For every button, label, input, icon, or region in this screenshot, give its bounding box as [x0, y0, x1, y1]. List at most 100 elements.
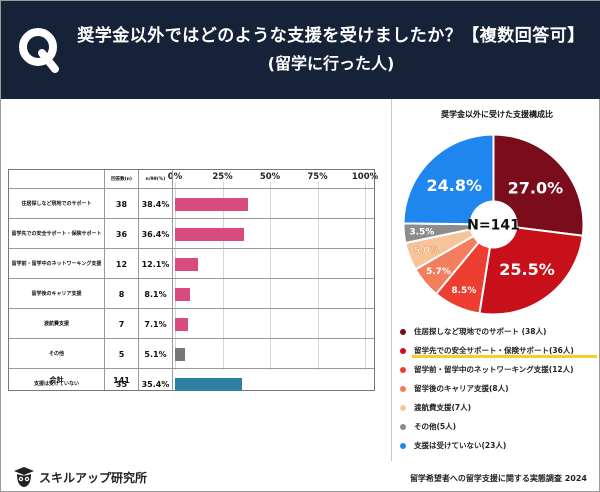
- row-category-label: 支援は受けていない: [33, 380, 79, 387]
- pie-chart: N=141 27.0% 25.5% 8.5%5.7% 5.0% 3.5% 24.8%: [402, 133, 585, 316]
- gridline: [222, 182, 224, 370]
- pie-center-label: N=141: [467, 218, 520, 234]
- x-tick-label: 75%: [307, 172, 328, 182]
- gridline: [365, 182, 366, 370]
- col-divider-3: [172, 170, 173, 390]
- count-column-header: 回答数(n): [111, 177, 132, 182]
- brand-logo: スキルアップ研究所: [13, 466, 147, 488]
- table-row: その他 5 5.1%: [9, 338, 374, 368]
- table-row: 留学後のキャリア支援 8 8.1%: [9, 278, 374, 308]
- legend-item: 留学前・留学中のネットワーキング支援(12人): [400, 360, 574, 379]
- q-logo: [15, 23, 63, 75]
- q-letter-icon: [19, 28, 59, 73]
- legend-highlight-underline: [412, 355, 597, 358]
- bar: [175, 317, 189, 331]
- bar: [175, 287, 191, 301]
- row-percent: 5.1%: [144, 349, 167, 359]
- legend-swatch: [400, 442, 406, 449]
- row-count: 36: [115, 229, 128, 239]
- row-percent: 7.1%: [144, 319, 167, 329]
- row-percent: 35.4%: [141, 379, 170, 389]
- legend-item: 渡航費支援(7人): [400, 398, 574, 417]
- legend-item: 支援は受けていない(23人): [400, 436, 574, 455]
- table-row: 渡航費支援 7 7.1%: [9, 308, 374, 338]
- pie-slice-label: 27.0%: [508, 179, 564, 198]
- row-category-label: その他: [48, 350, 64, 357]
- row-category-label: 渡航費支援: [43, 320, 69, 327]
- pie-slice-label: 3.5%: [409, 228, 434, 238]
- table-row: 留学前・留学中のネットワーキング支援 12 12.1%: [9, 248, 374, 278]
- legend-swatch: [400, 347, 406, 354]
- panel-divider: [391, 99, 392, 461]
- legend-label: その他(5人): [414, 422, 457, 431]
- x-tick-label: 25%: [212, 172, 233, 182]
- pie-slice-label: 24.8%: [427, 176, 483, 195]
- legend-swatch: [400, 423, 406, 430]
- pie-center-hole: [469, 200, 518, 249]
- source-note: 留学希望者への留学支援に関する実態調査 2024: [409, 474, 587, 483]
- legend-label: 渡航費支援(7人): [414, 403, 472, 412]
- row-count: 8: [118, 289, 125, 299]
- bar: [175, 227, 245, 241]
- table-row: 住居探しなど現地でのサポート 38 38.4%: [9, 188, 374, 218]
- legend-swatch: [400, 404, 406, 411]
- row-count: 12: [115, 259, 128, 269]
- legend-item: 住居探しなど現地でのサポート (38人): [400, 322, 574, 341]
- pie-slice-label: 25.5%: [499, 260, 555, 279]
- legend-label: 留学後のキャリア支援(8人): [414, 384, 509, 393]
- legend-swatch: [400, 366, 406, 373]
- bar: [175, 347, 185, 361]
- legend-item: 留学後のキャリア支援(8人): [400, 379, 574, 398]
- legend-label: 支援は受けていない(23人): [414, 441, 507, 450]
- percent-column-header: n/99(%): [145, 176, 166, 182]
- bar: [175, 257, 198, 271]
- row-percent: 36.4%: [141, 229, 170, 239]
- legend-label: 留学前・留学中のネットワーキング支援(12人): [414, 365, 574, 374]
- x-tick-label: 100%: [351, 172, 379, 182]
- col-divider-1: [104, 170, 105, 390]
- row-category-label: 留学先での安全サポート・保険サポート: [11, 230, 102, 237]
- row-category-label: 留学前・留学中のネットワーキング支援: [11, 260, 102, 267]
- legend-label: 住居探しなど現地でのサポート (38人): [414, 327, 547, 336]
- legend-swatch: [400, 385, 406, 392]
- bar: [175, 377, 243, 391]
- gridline: [175, 182, 176, 370]
- pie-slice: [492, 133, 585, 237]
- legend-swatch: [400, 328, 406, 335]
- row-count: 5: [118, 349, 125, 359]
- x-tick-label: 0%: [167, 172, 183, 182]
- table-row: 留学先での安全サポート・保険サポート 36 36.4%: [9, 218, 374, 248]
- row-count: 7: [118, 319, 125, 329]
- pie-slice-label: 8.5%: [451, 286, 476, 296]
- total-row: 合計 141: [9, 368, 374, 390]
- pie-title: 奨学金以外に受けた支援構成比: [441, 110, 553, 119]
- data-table: 回答数(n) n/99(%) 0% 25% 50% 75% 100% 住居探しなど現地で…: [8, 169, 379, 391]
- row-percent: 8.1%: [144, 289, 167, 299]
- col-divider-2: [138, 170, 139, 390]
- pie-slice: [402, 133, 495, 226]
- pie-slice-label: 5.7%: [426, 267, 451, 277]
- gridline: [317, 182, 319, 370]
- pie-slice-label: 5.0%: [414, 246, 439, 256]
- row-count: 35: [115, 379, 128, 389]
- row-category-label: 留学後のキャリア支援: [31, 290, 82, 297]
- owl-mortarboard-icon: [14, 467, 34, 487]
- row-category-label: 住居探しなど現地でのサポート: [21, 200, 92, 207]
- total-value: 141: [113, 375, 130, 385]
- legend-item: 留学先での安全サポート・保険サポート(36人): [400, 341, 597, 360]
- legend-label: 留学先での安全サポート・保険サポート(36人): [414, 346, 574, 355]
- pie-legend: 住居探しなど現地でのサポート (38人) 留学先での安全サポート・保険サポート(3…: [400, 322, 597, 455]
- row-percent: 12.1%: [141, 259, 170, 269]
- total-label: 合計: [49, 375, 64, 384]
- header-band: 奨学金以外ではどのような支援を受けましたか？【複数回答可】 (留学に行った人): [1, 1, 600, 99]
- row-percent: 38.4%: [141, 199, 170, 209]
- brand-name: スキルアップ研究所: [39, 470, 148, 485]
- x-tick-label: 50%: [259, 172, 281, 182]
- legend-item: その他(5人): [400, 417, 574, 436]
- header-title: 奨学金以外ではどのような支援を受けましたか？【複数回答可】: [77, 26, 585, 46]
- header-subtitle: (留学に行った人): [267, 54, 395, 73]
- row-count: 38: [115, 199, 128, 209]
- bar: [175, 197, 248, 211]
- gridline: [270, 182, 271, 370]
